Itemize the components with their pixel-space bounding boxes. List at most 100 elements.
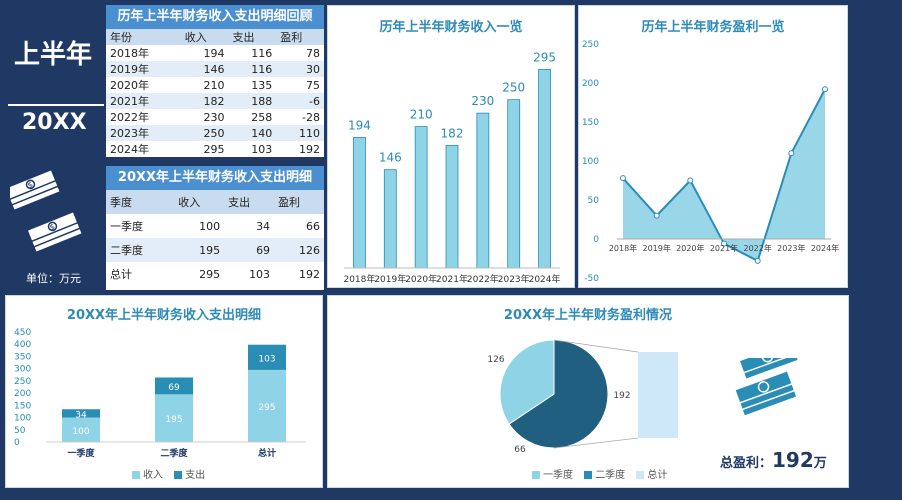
legend-q2-label: 二季度 [595,470,626,481]
profit-pie-title: 20XX年上半年财务盈利情况 [503,308,673,323]
table-cell: 135 [251,78,273,92]
table-cell: 66 [306,219,320,233]
table-cell: 258 [251,110,273,124]
table-cell: 78 [306,46,320,60]
table-cell: 188 [251,94,273,108]
quarter-table-title: 20XX年上半年财务收入支出明细 [106,166,324,190]
table-cell: 250 [203,126,225,140]
income-bar [353,136,366,269]
legend-swatch-q1 [532,471,540,479]
quarter-detail-title: 20XX年上半年财务收入支出明细 [66,308,262,323]
quarter-table: 季度 收入 支出 盈利 一季度 100 34 66 二季度 195 69 126 总计 295 103 192 [106,190,324,286]
income-bar [476,112,490,269]
table-row: 2024年 295 103 192 [106,141,324,157]
expense-segment [62,409,100,418]
y-tick-label: 400 [14,340,31,350]
y-tick-label: 100 [582,157,599,167]
x-tick-label: 2018年 [343,273,375,285]
x-tick-label: 2019年 [374,273,406,285]
table-cell: 295 [203,142,225,156]
table-cell: 总计 [110,268,132,281]
table-cell: 季度 [110,196,132,209]
segment-value-label: 103 [258,354,275,364]
table-cell: 126 [299,243,320,257]
table-row: 2022年 230 258 -28 [106,109,324,125]
bar-value-label: 194 [348,118,371,132]
history-table-title: 历年上半年财务收入支出明细回顾 [106,5,324,29]
table-cell: -28 [302,110,320,124]
svg-text:$: $ [26,180,34,190]
table-cell: 182 [203,94,225,108]
y-tick-label: 0 [593,235,599,245]
profit-point [822,86,828,93]
table-cell: 2024年 [110,143,149,156]
profit-history-title: 历年上半年财务盈利一览 [641,20,785,35]
x-tick-label: 2024年 [529,273,561,285]
table-row: 二季度 195 69 126 [106,238,324,262]
table-cell: 192 [299,142,320,156]
y-tick-label: 150 [582,118,599,128]
x-tick-label: 2018年 [609,243,637,253]
y-tick-label: 200 [582,79,599,89]
income-history-chart: 194 2018年 146 2019年 210 2020年 182 2021年 230 2022年… [343,50,561,285]
profit-point [687,177,694,184]
table-cell: 100 [199,219,221,233]
income-segment [155,394,193,442]
segment-value-label: 100 [72,427,89,437]
table-cell: 116 [251,62,273,76]
y-tick-label: 200 [14,389,31,399]
table-cell: 一季度 [110,220,143,233]
table-cell: 2020年 [110,79,149,92]
x-tick-label: 2019年 [642,243,670,253]
expense-segment [155,377,193,395]
income-history-panel: 历年上半年财务收入一览 194 2018年 146 2019年 210 2020年 182 2… [327,5,575,288]
table-cell: 75 [306,78,320,92]
quarter-detail-panel: 20XX年上半年财务收入支出明细 450 400 350 300 250 200 150 10… [5,295,323,488]
table-header-row: 年份 收入 支出 盈利 [106,29,324,45]
y-tick-label: 100 [14,414,31,424]
x-tick-label: 2022年 [743,243,771,253]
y-tick-label: 300 [14,365,31,375]
table-row: 2020年 210 135 75 [106,77,324,93]
x-tick-label: 2020年 [405,273,437,285]
table-cell: 295 [199,267,221,281]
table-cell: 支出 [228,196,251,209]
table-cell: 192 [299,267,320,281]
profit-history-chart: 250 200 150 100 50 0 -50 2018年 2019年 2020年 2021年 20… [582,40,839,284]
profit-history-panel: 历年上半年财务盈利一览 250 200 150 100 50 0 -50 2018年 2019年… [578,5,848,288]
pie-value-label: 126 [487,355,504,365]
legend-swatch-expense [174,471,183,479]
x-tick-label: 2020年 [676,243,704,253]
table-row: 2021年 182 188 -6 [106,93,324,109]
y-tick-label: 250 [582,40,599,50]
profit-point [653,212,660,219]
legend-expense-label: 支出 [185,470,206,481]
legend-swatch-income [132,471,140,479]
y-tick-label: 350 [14,352,31,362]
table-cell: -6 [309,94,320,108]
history-table-container: 年份 收入 支出 盈利 2018年 194 116 78 2019年 146 116 30 2020年 2… [106,29,324,157]
table-cell: 140 [251,126,273,140]
table-cell: 194 [203,46,225,60]
segment-value-label: 34 [75,410,87,420]
table-row: 2019年 146 116 30 [106,61,324,77]
money-stack-icon [733,358,800,418]
total-profit-value: 192 [772,448,814,472]
bar-value-label: 230 [471,94,494,108]
table-cell: 二季度 [110,244,143,257]
income-bar [383,169,397,269]
pie-value-label: 66 [514,445,526,455]
table-cell: 103 [251,142,273,156]
bar-value-label: 250 [502,81,525,95]
profit-pie-chart: 126 66 192 [487,339,678,455]
table-cell: 210 [203,78,225,92]
profit-point [620,175,626,182]
x-tick-label: 总计 [258,447,276,459]
table-cell: 2023年 [110,127,149,140]
profit-point [721,240,727,247]
table-header-row: 季度 收入 支出 盈利 [106,190,324,214]
money-stack-icon: $ $ [10,170,84,254]
quarter-detail-legend: 收入 支出 [124,466,205,481]
y-tick-label: 150 [14,401,31,411]
table-cell: 2022年 [110,111,149,124]
